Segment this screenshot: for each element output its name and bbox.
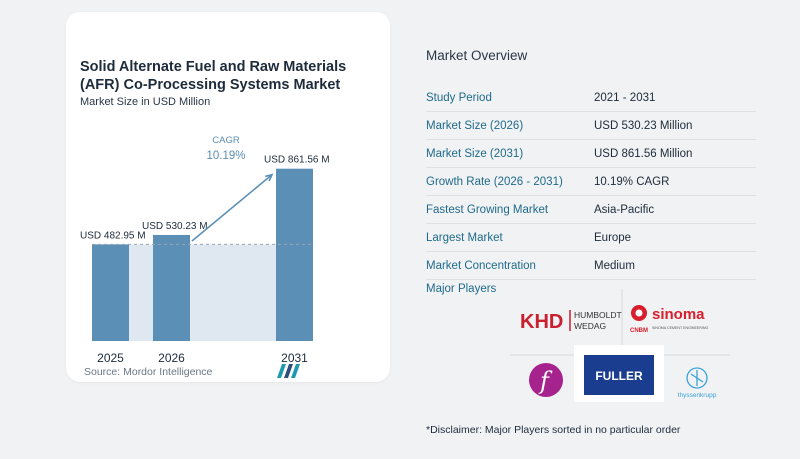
bar — [276, 168, 313, 341]
overview-row: Growth Rate (2026 - 2031) 10.19% CAGR — [426, 168, 756, 196]
overview-label: Largest Market — [426, 231, 503, 244]
overview-label: Market Concentration — [426, 259, 536, 272]
thyssenkrupp-emblem-icon — [686, 367, 708, 389]
overview-value: 2021 - 2031 — [594, 91, 656, 104]
overview-panel: Market Overview Study Period 2021 - 2031… — [410, 0, 790, 459]
thyssenkrupp-logo: thyssenkrupp — [678, 367, 717, 399]
overview-row: Market Size (2031) USD 861.56 Million — [426, 140, 756, 168]
overview-label: Market Size (2031) — [426, 147, 524, 160]
overview-label: Market Size (2026) — [426, 119, 524, 132]
khd-humboldt-wedag-logo: KHD HUMBOLDT WEDAG — [520, 310, 622, 333]
overview-label: Fastest Growing Market — [426, 203, 549, 216]
value-label: USD 482.95 M — [80, 230, 146, 241]
overview-value: Medium — [594, 259, 635, 272]
overview-row: Market Size (2026) USD 530.23 Million — [426, 112, 756, 140]
source-note: Source: Mordor Intelligence — [84, 366, 213, 378]
overview-label: Study Period — [426, 91, 492, 104]
khd-line2: WEDAG — [574, 321, 606, 331]
cagr-value: 10.19% — [206, 150, 245, 162]
overview-label: Growth Rate (2026 - 2031) — [426, 175, 563, 188]
bar — [92, 244, 129, 341]
overview-value: USD 530.23 Million — [594, 119, 693, 132]
overview-value: Europe — [594, 231, 632, 244]
overview-title: Market Overview — [426, 48, 528, 63]
thyssenkrupp-mark: thyssenkrupp — [678, 392, 717, 399]
fuller-mark: FULLER — [595, 369, 643, 383]
fuller-badge — [584, 355, 654, 395]
bar — [153, 234, 190, 341]
overview-table: Study Period 2021 - 2031 Market Size (20… — [426, 84, 756, 280]
chart-title: Solid Alternate Fuel and Raw Materials (… — [80, 59, 347, 93]
sinoma-tagline: SINOMA CEMENT ENGINEERING — [652, 326, 708, 330]
major-players-logos: KHD HUMBOLDT WEDAG CNBM sinoma SINOMA CE… — [510, 289, 730, 402]
sinoma-mark: sinoma — [652, 306, 705, 323]
chart-card: Solid Alternate Fuel and Raw Materials (… — [66, 12, 390, 382]
value-label: USD 861.56 M — [264, 155, 330, 166]
cagr-label: CAGR — [212, 135, 240, 146]
overview-value: 10.19% CAGR — [594, 175, 670, 188]
fuller-logo: FULLER — [574, 345, 664, 402]
overview-row: Largest Market Europe — [426, 224, 756, 252]
flsmidth-circle-icon — [529, 363, 563, 397]
overview-row: Fastest Growing Market Asia-Pacific — [426, 196, 756, 224]
overview-row: Study Period 2021 - 2031 — [426, 84, 756, 112]
major-players-title: Major Players — [426, 283, 497, 295]
mordor-logo-icon — [277, 364, 300, 378]
overview-value: Asia-Pacific — [594, 203, 655, 216]
cagr-arrow-head-icon — [265, 173, 274, 182]
category-label: 2031 — [281, 351, 308, 365]
category-label: 2026 — [158, 351, 185, 365]
cagr-arrow-line — [191, 174, 273, 242]
overview-row: Market Concentration Medium — [426, 252, 756, 280]
chart-subtitle: Market Size in USD Million — [80, 96, 211, 108]
value-label: USD 530.23 M — [142, 221, 208, 232]
sinoma-cnbm-logo: CNBM sinoma SINOMA CEMENT ENGINEERING — [630, 305, 708, 334]
flsmidth-logo: f — [529, 363, 563, 397]
overview-value: USD 861.56 Million — [594, 147, 693, 160]
cnbm-text: CNBM — [630, 328, 648, 334]
khd-line1: HUMBOLDT — [574, 310, 622, 320]
disclaimer-note: *Disclaimer: Major Players sorted in no … — [426, 424, 681, 436]
khd-mark: KHD — [520, 311, 563, 333]
category-label: 2025 — [97, 351, 124, 365]
